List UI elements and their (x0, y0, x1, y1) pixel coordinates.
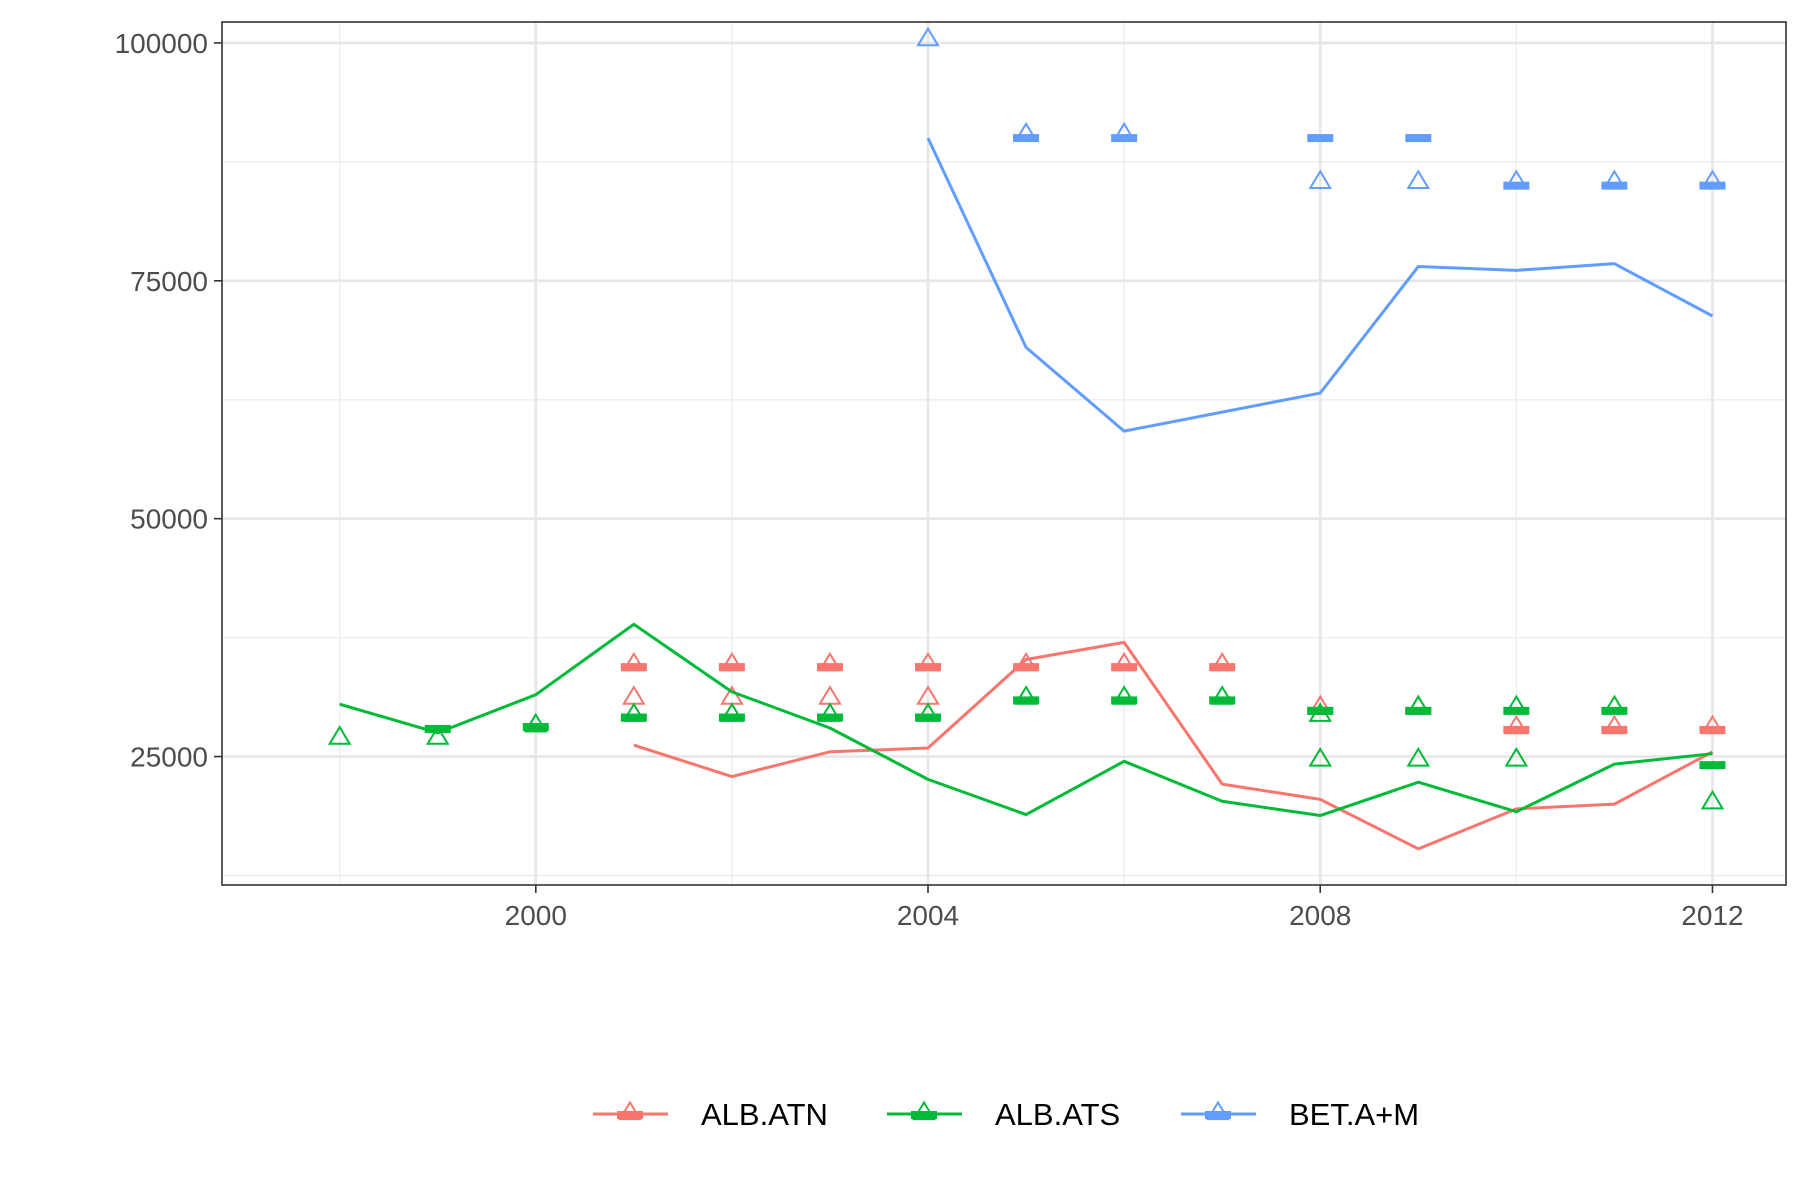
dash-marker (718, 713, 745, 722)
triangle-marker (1406, 169, 1431, 190)
triangle-marker (1504, 694, 1529, 715)
triangle-marker (1014, 685, 1038, 705)
triangle-marker (1406, 694, 1431, 715)
legend-triangle-key (1206, 1100, 1230, 1121)
plot-border (221, 21, 1787, 886)
dash-marker (1209, 696, 1236, 705)
dash-marker (522, 723, 549, 732)
triangle-marker (1308, 747, 1333, 767)
legend-label: ALB.ATN (701, 1097, 828, 1132)
triangle-marker (720, 702, 744, 722)
series-line (633, 640, 1714, 851)
series-line (926, 137, 1714, 433)
dash-marker (915, 663, 942, 672)
dash-marker (816, 663, 843, 672)
plot-panel (222, 22, 1786, 885)
triangle-marker (1406, 747, 1431, 767)
triangle-marker (425, 725, 450, 745)
x-tick-label: 2008 (1289, 900, 1351, 931)
y-tick-label: 50000 (130, 504, 208, 535)
y-tick-label: 75000 (130, 266, 208, 297)
dash-marker (1013, 134, 1040, 143)
triangle-marker (622, 702, 646, 722)
triangle-marker (1602, 694, 1627, 715)
y-tick-label: 25000 (130, 742, 208, 773)
triangle-marker (916, 26, 940, 47)
triangle-marker (1112, 651, 1136, 672)
triangle-marker (1014, 121, 1038, 142)
triangle-marker (1700, 169, 1725, 190)
dash-marker (1699, 181, 1726, 190)
dash-marker (1405, 706, 1432, 715)
legend-item: BET.A+M (1181, 1097, 1419, 1132)
x-tick-label: 2000 (505, 900, 567, 931)
x-tick-label: 2012 (1681, 900, 1743, 931)
dash-marker (1307, 706, 1334, 715)
axes: 2000 2004 2008 2012 25000 50000 75000 100000 (115, 28, 1744, 931)
dash-marker (1503, 181, 1530, 190)
y-tick-label: 100000 (115, 28, 208, 59)
legend-dash-key (617, 1111, 643, 1119)
triangle-marker (818, 651, 842, 672)
dash-marker (620, 663, 647, 672)
series-layer (327, 26, 1726, 851)
legend: ALB.ATN ALB.ATS BET.A+M (593, 1097, 1419, 1132)
legend-label: ALB.ATS (995, 1097, 1120, 1132)
triangle-marker (1504, 169, 1529, 190)
triangle-marker (1602, 169, 1627, 190)
series-line (339, 622, 1713, 818)
dash-marker (1503, 706, 1530, 715)
triangle-marker (1308, 169, 1333, 190)
series-bet-a-m (916, 26, 1726, 433)
dash-marker (620, 713, 647, 722)
legend-triangle-key (618, 1100, 642, 1121)
legend-dash-key (911, 1111, 937, 1119)
triangle-marker (1210, 685, 1234, 705)
triangle-marker (1504, 714, 1529, 735)
dash-marker (1601, 706, 1628, 715)
triangle-marker (1602, 714, 1627, 735)
dash-marker (1013, 663, 1040, 672)
dash-marker (1405, 134, 1432, 143)
legend-item: ALB.ATS (887, 1097, 1120, 1132)
triangle-marker (1308, 702, 1333, 722)
dash-marker (1307, 134, 1334, 143)
dash-marker (1111, 134, 1138, 143)
dash-marker (915, 713, 942, 722)
dash-marker (1503, 725, 1530, 734)
triangle-marker (916, 651, 940, 672)
dash-marker (1601, 725, 1628, 734)
dash-marker (1699, 725, 1726, 734)
triangle-marker (1700, 714, 1725, 735)
gridlines (222, 22, 1786, 885)
triangle-marker (1014, 651, 1038, 672)
dash-marker (718, 663, 745, 672)
dash-marker (1111, 663, 1138, 672)
legend-dash-key (1205, 1111, 1231, 1119)
dash-marker (1601, 181, 1628, 190)
triangle-marker (1210, 651, 1234, 672)
series-alb-ats (327, 622, 1726, 818)
dash-marker (1699, 761, 1726, 770)
legend-label: BET.A+M (1289, 1097, 1419, 1132)
triangle-marker (1700, 789, 1725, 810)
series-alb-atn (620, 640, 1726, 851)
triangle-marker (524, 712, 548, 733)
triangle-marker (916, 702, 940, 722)
triangle-marker (1112, 685, 1136, 705)
triangle-marker (818, 702, 842, 722)
triangle-marker (1112, 121, 1136, 142)
legend-item: ALB.ATN (593, 1097, 828, 1132)
dash-marker (816, 713, 843, 722)
x-tick-label: 2004 (897, 900, 959, 931)
triangle-marker (622, 651, 646, 672)
triangle-marker (327, 725, 352, 745)
dash-marker (1111, 696, 1138, 705)
dash-marker (1209, 663, 1236, 672)
legend-triangle-key (912, 1100, 936, 1121)
dash-marker (1013, 696, 1040, 705)
triangle-marker (720, 651, 744, 672)
triangle-marker (1504, 747, 1529, 767)
